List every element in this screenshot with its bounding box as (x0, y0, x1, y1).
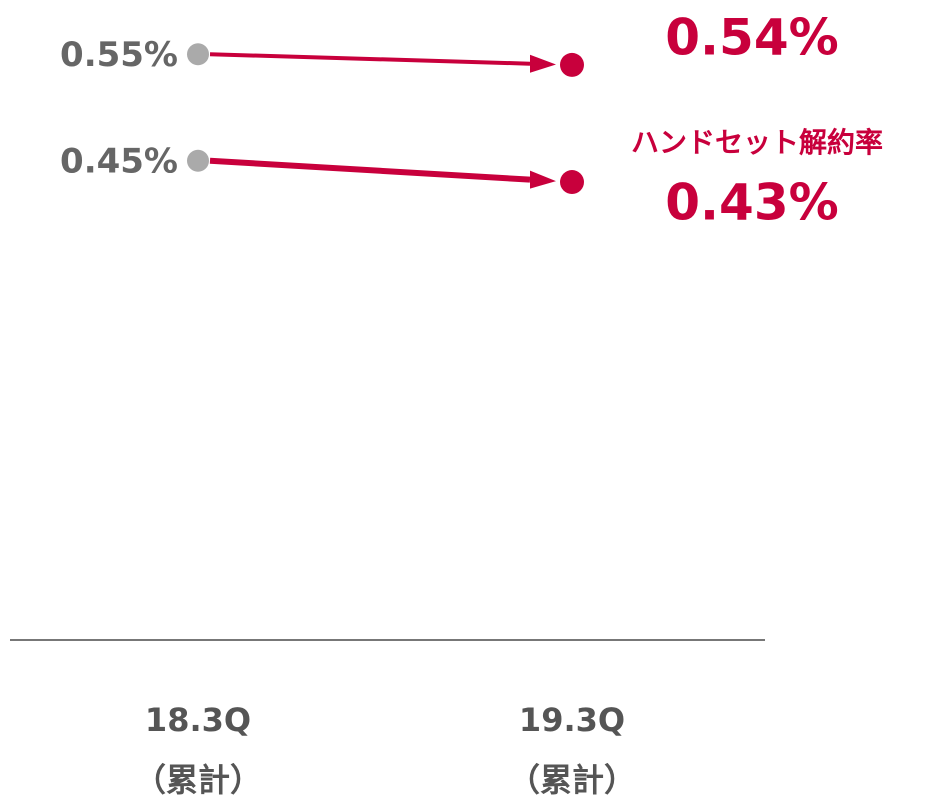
data-label: 0.45% (60, 141, 178, 181)
start-dot (187, 149, 209, 172)
arrow-line (209, 157, 531, 183)
x-tick-label: 18.3Q （累計） (133, 701, 262, 799)
data-label: 0.55% (60, 35, 178, 75)
series-label: ハンドセット解約率 (631, 126, 883, 159)
data-label: 0.43% (665, 174, 838, 232)
x-tick-label: 19.3Q （累計） (507, 701, 636, 799)
arrow-line (209, 52, 531, 66)
data-label: 0.54% (665, 8, 838, 66)
arrow-head (530, 54, 556, 73)
start-dot (187, 43, 209, 66)
end-dot (560, 170, 584, 195)
arrow-head (530, 170, 556, 189)
end-dot (560, 52, 584, 77)
